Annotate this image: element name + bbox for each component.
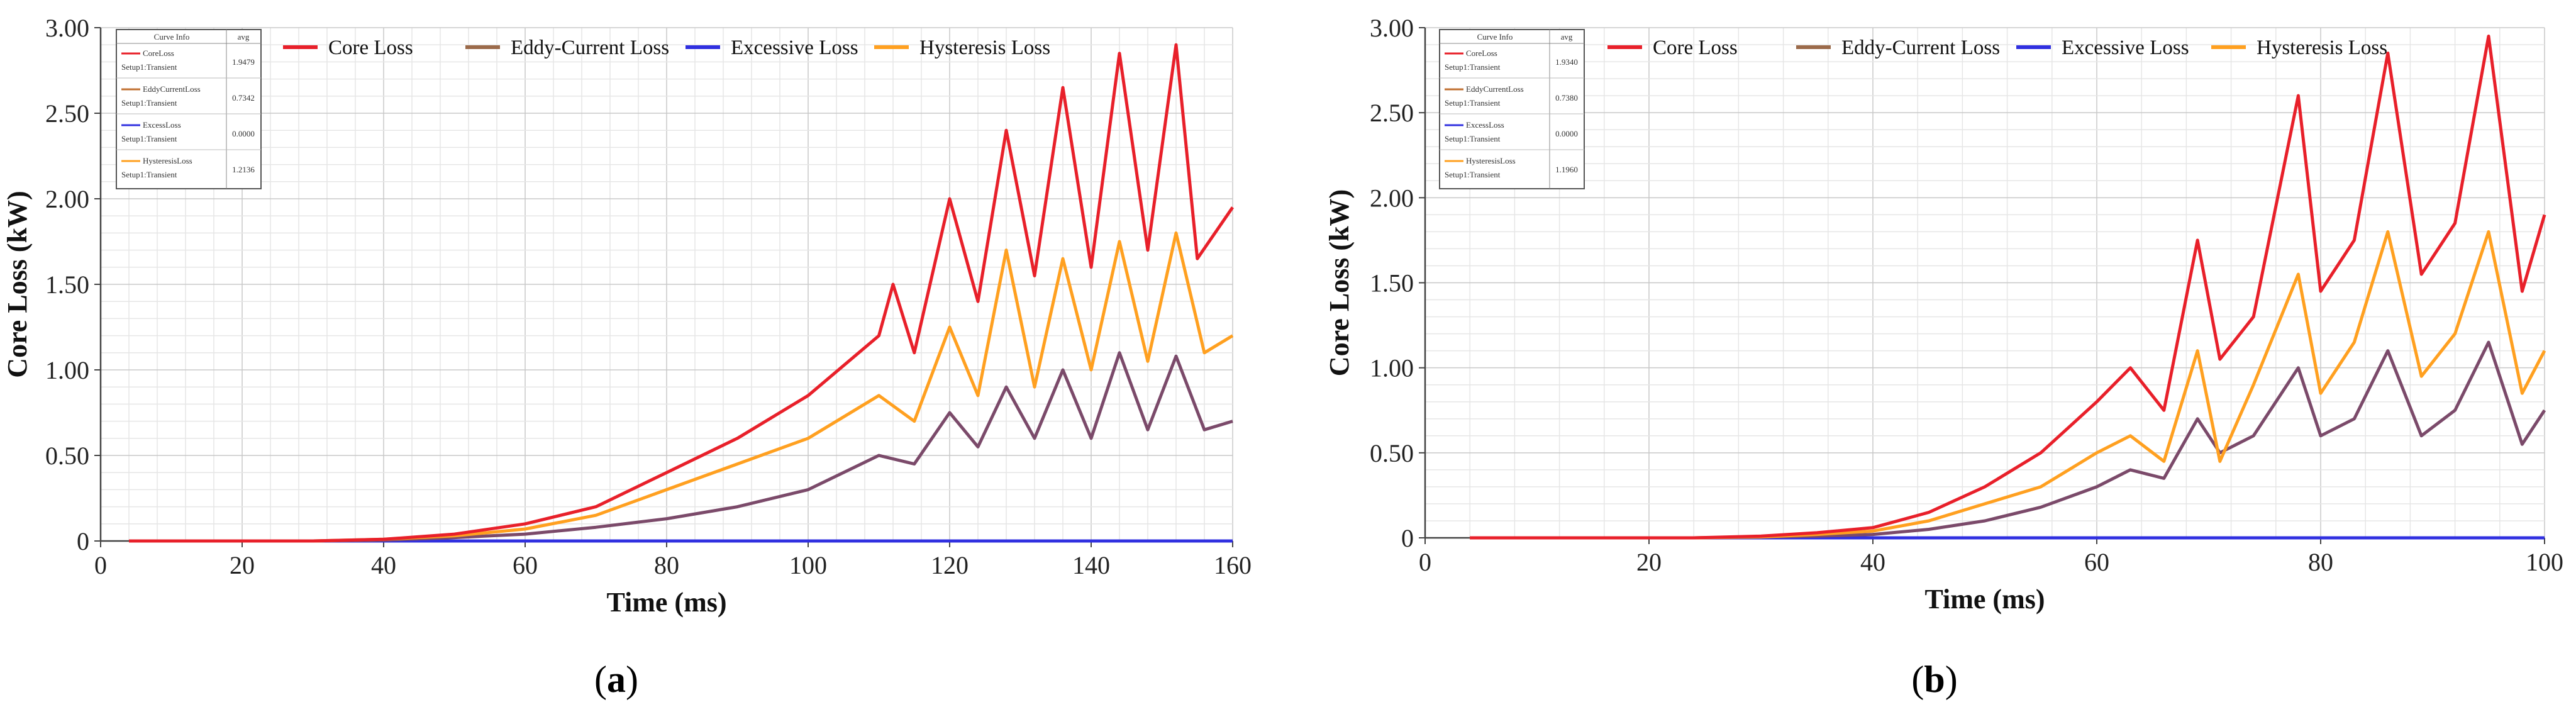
info-row-setup: Setup1:Transient: [1445, 170, 1501, 179]
info-row-avg: 0.0000: [232, 129, 255, 138]
grid: [100, 27, 1233, 542]
legend-label: Eddy-Current Loss: [1841, 36, 2000, 59]
series-line-hysteresis-loss: [129, 231, 1234, 543]
x-tick-label: 0: [94, 551, 107, 579]
info-row-name: EddyCurrentLoss: [143, 84, 201, 94]
chart-a-svg: 0 20 40 60 80 100 120 140 160 0 0.50 1.00 1.50 2.00 2.…: [2, 14, 1252, 700]
info-row-avg: 1.1960: [1555, 165, 1578, 174]
legend-label: Core Loss: [1653, 36, 1738, 59]
curve-info-box: Curve Info avg CoreLoss Setup1:Transient 1.9…: [116, 29, 262, 189]
legend-label: Core Loss: [328, 36, 413, 59]
panel-label: b: [1924, 659, 1945, 700]
y-tick-label: 0: [77, 527, 89, 555]
info-row-name: CoreLoss: [143, 48, 174, 58]
info-row-name: ExcessLoss: [143, 120, 181, 130]
x-tick-label: 40: [371, 551, 396, 579]
chart-panel-a: 0 20 40 60 80 100 120 140 160 0 0.50 1.00 1.50 2.00 2.…: [0, 0, 1283, 719]
y-tick-label: 0.50: [45, 442, 89, 470]
info-header-curve: Curve Info: [154, 32, 190, 42]
info-row-name: EddyCurrentLoss: [1466, 84, 1524, 94]
y-tick-label: 1.00: [45, 356, 89, 384]
series-line-core-loss: [1470, 35, 2546, 540]
x-tick-label: 20: [1636, 548, 1662, 576]
info-row-name: CoreLoss: [1466, 48, 1497, 58]
x-axis-title: Time (ms): [1924, 584, 2045, 615]
chart-panel-b: 0 20 40 60 80 100 0 0.50 1.00 1.50 2.00 2.50 3.00 Tim…: [1318, 0, 2576, 719]
x-tick-label: 80: [654, 551, 679, 579]
legend-label: Eddy-Current Loss: [511, 36, 669, 59]
legend-label: Excessive Loss: [731, 36, 858, 59]
x-axis-title: Time (ms): [606, 587, 726, 618]
y-axis-title: Core Loss (kW): [1324, 189, 1355, 376]
info-row-setup: Setup1:Transient: [121, 170, 177, 179]
x-tick-label: 0: [1419, 548, 1431, 576]
x-tick-label: 60: [2084, 548, 2109, 576]
y-tick-label: 1.00: [1370, 354, 1414, 382]
panel-caption: (b): [1911, 659, 1957, 700]
info-row-avg: 0.7342: [232, 93, 255, 103]
y-axis-title: Core Loss (kW): [2, 191, 33, 377]
info-row-setup: Setup1:Transient: [121, 98, 177, 108]
panel-label: a: [607, 659, 626, 700]
y-tick-label: 0: [1401, 524, 1414, 552]
series-line-eddy-current-loss: [129, 351, 1233, 543]
x-tick-label: 120: [931, 551, 969, 579]
legend: Core Loss Eddy-Current Loss Excessive Loss…: [1607, 36, 2387, 59]
x-tick-label: 40: [1860, 548, 1885, 576]
y-tick-label: 1.50: [45, 270, 89, 299]
legend-label: Hysteresis Loss: [919, 36, 1050, 59]
curve-info-box: Curve Info avg CoreLoss Setup1:Transient 1.9…: [1439, 29, 1585, 189]
info-row-name: HysteresisLoss: [143, 156, 192, 165]
info-row-avg: 1.2136: [232, 165, 255, 174]
panel-caption: (a): [594, 659, 638, 700]
series-line-eddy-current-loss: [1470, 340, 2546, 540]
y-tick-label: 0.50: [1370, 439, 1414, 467]
chart-b-svg: 0 20 40 60 80 100 0 0.50 1.00 1.50 2.00 2.50 3.00 Tim…: [1324, 14, 2563, 700]
info-row-name: HysteresisLoss: [1466, 156, 1516, 165]
info-row-setup: Setup1:Transient: [1445, 134, 1501, 143]
x-tick-label: 20: [230, 551, 255, 579]
series-line-hysteresis-loss: [1470, 230, 2546, 540]
info-row-avg: 1.9479: [232, 57, 255, 67]
info-header-avg: avg: [1561, 32, 1573, 42]
x-tick-label: 140: [1072, 551, 1110, 579]
x-tick-label: 160: [1214, 551, 1252, 579]
info-box-frame: [116, 29, 262, 189]
info-row-name: ExcessLoss: [1466, 120, 1504, 130]
series-line-core-loss: [129, 43, 1235, 543]
info-row-avg: 0.0000: [1555, 129, 1578, 138]
info-header-curve: Curve Info: [1477, 32, 1513, 42]
y-tick-label: 2.50: [1370, 99, 1414, 127]
legend-label: Hysteresis Loss: [2257, 36, 2387, 59]
legend: Core Loss Eddy-Current Loss Excessive Loss…: [283, 36, 1050, 59]
y-tick-label: 2.50: [45, 99, 89, 128]
y-tick-label: 3.00: [45, 14, 89, 42]
info-row-setup: Setup1:Transient: [1445, 98, 1501, 108]
info-box-frame: [1439, 29, 1585, 189]
x-tick-label: 100: [789, 551, 827, 579]
x-tick-label: 100: [2526, 548, 2563, 576]
x-tick-label: 80: [2308, 548, 2333, 576]
info-row-setup: Setup1:Transient: [121, 62, 177, 72]
y-tick-label: 2.00: [1370, 184, 1414, 212]
info-row-setup: Setup1:Transient: [1445, 62, 1501, 72]
info-row-avg: 1.9340: [1555, 57, 1578, 67]
y-tick-label: 1.50: [1370, 269, 1414, 298]
legend-label: Excessive Loss: [2062, 36, 2189, 59]
info-row-avg: 0.7380: [1555, 93, 1578, 103]
grid: [1424, 27, 2545, 538]
info-row-setup: Setup1:Transient: [121, 134, 177, 143]
x-tick-label: 60: [513, 551, 538, 579]
y-tick-label: 3.00: [1370, 14, 1414, 42]
y-tick-label: 2.00: [45, 185, 89, 213]
info-header-avg: avg: [238, 32, 250, 42]
